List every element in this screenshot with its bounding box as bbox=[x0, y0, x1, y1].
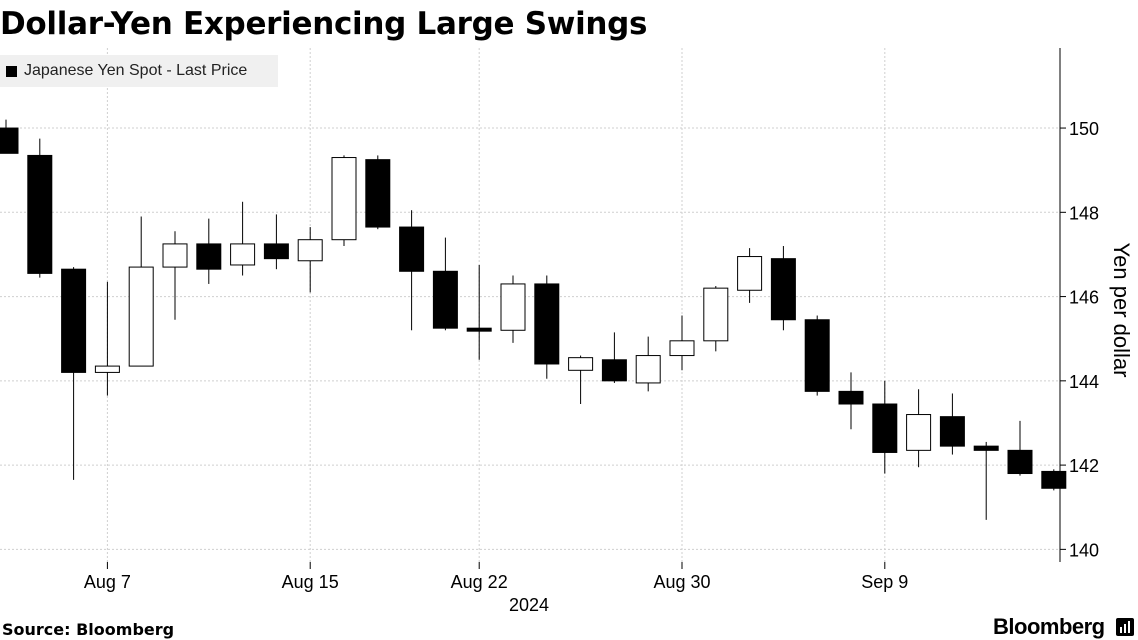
candle-body-10 bbox=[331, 157, 357, 241]
x-axis-ticks: Aug 7 Aug 15 Aug 22 Aug 30 Sep 9 bbox=[84, 562, 908, 592]
candle-body-18 bbox=[601, 359, 627, 382]
y-axis-ticks: 140 142 144 146 148 150 bbox=[1060, 119, 1099, 560]
legend: Japanese Yen Spot - Last Price bbox=[0, 55, 278, 87]
legend-swatch bbox=[6, 65, 17, 77]
candle-10 bbox=[331, 155, 357, 247]
legend-label: Japanese Yen Spot - Last Price bbox=[24, 62, 248, 79]
x-tick-label-aug-30: Aug 30 bbox=[653, 572, 710, 592]
candle-7 bbox=[230, 201, 256, 276]
candle-body-19 bbox=[635, 355, 661, 384]
candle-body-0 bbox=[0, 127, 19, 154]
candle-body-30 bbox=[1007, 449, 1033, 475]
candle-body-3 bbox=[94, 365, 120, 373]
candle-body-2 bbox=[61, 268, 87, 373]
candle-11 bbox=[365, 155, 391, 230]
x-tick-label-aug-7: Aug 7 bbox=[84, 572, 131, 592]
candle-15 bbox=[500, 275, 526, 343]
candle-body-26 bbox=[872, 403, 898, 453]
candle-body-24 bbox=[804, 319, 830, 392]
candle-31 bbox=[1041, 469, 1067, 491]
candle-24 bbox=[804, 315, 830, 396]
source-note: Source: Bloomberg bbox=[2, 620, 175, 639]
x-axis-year-label: 2024 bbox=[509, 595, 549, 615]
candle-25 bbox=[838, 372, 864, 430]
candle-body-9 bbox=[297, 239, 323, 262]
candle-22 bbox=[737, 248, 763, 303]
brand-logo: Bloomberg bbox=[993, 614, 1105, 639]
bloomberg-bars-icon bbox=[1116, 618, 1134, 636]
candle-27 bbox=[906, 389, 932, 468]
candle-0 bbox=[0, 119, 19, 154]
y-tick-label-140: 140 bbox=[1069, 540, 1099, 560]
candle-body-11 bbox=[365, 159, 391, 228]
candle-17 bbox=[568, 355, 594, 405]
candle-body-20 bbox=[669, 340, 695, 357]
candle-6 bbox=[196, 218, 222, 284]
candle-body-8 bbox=[263, 243, 289, 260]
candle-body-14 bbox=[466, 327, 492, 332]
candle-4 bbox=[128, 216, 154, 367]
candle-body-22 bbox=[737, 256, 763, 291]
candle-18 bbox=[601, 332, 627, 383]
candle-body-16 bbox=[534, 283, 560, 365]
candle-body-5 bbox=[162, 243, 188, 268]
candle-body-31 bbox=[1041, 470, 1067, 489]
candle-body-25 bbox=[838, 390, 864, 405]
candle-body-6 bbox=[196, 243, 222, 270]
candle-body-15 bbox=[500, 283, 526, 331]
candle-body-4 bbox=[128, 266, 154, 367]
candles bbox=[0, 119, 1067, 520]
candle-28 bbox=[939, 393, 965, 455]
candle-2 bbox=[61, 267, 87, 480]
candle-21 bbox=[703, 286, 729, 352]
candle-29 bbox=[973, 441, 999, 520]
candle-body-7 bbox=[230, 243, 256, 266]
y-tick-label-144: 144 bbox=[1069, 372, 1099, 392]
candle-23 bbox=[770, 246, 796, 331]
candle-body-12 bbox=[399, 226, 425, 272]
candle-13 bbox=[432, 237, 458, 331]
candle-26 bbox=[872, 380, 898, 474]
candle-5 bbox=[162, 231, 188, 320]
x-tick-label-sep-9: Sep 9 bbox=[861, 572, 908, 592]
candle-body-23 bbox=[770, 258, 796, 321]
y-tick-label-146: 146 bbox=[1069, 288, 1099, 308]
candle-16 bbox=[534, 275, 560, 379]
candle-body-28 bbox=[939, 416, 965, 447]
candle-body-21 bbox=[703, 287, 729, 342]
candle-3 bbox=[94, 281, 120, 396]
gridlines bbox=[0, 48, 1060, 562]
candle-8 bbox=[263, 214, 289, 270]
y-tick-label-142: 142 bbox=[1069, 456, 1099, 476]
candle-9 bbox=[297, 227, 323, 293]
candle-body-1 bbox=[27, 154, 53, 274]
x-tick-label-aug-22: Aug 22 bbox=[451, 572, 508, 592]
chart-title: Dollar-Yen Experiencing Large Swings bbox=[0, 6, 648, 42]
candle-20 bbox=[669, 315, 695, 371]
y-tick-label-150: 150 bbox=[1069, 119, 1099, 139]
y-tick-label-148: 148 bbox=[1069, 203, 1099, 223]
y-axis-label: Yen per dollar bbox=[1109, 243, 1134, 378]
candle-body-29 bbox=[973, 445, 999, 451]
candle-14 bbox=[466, 264, 492, 360]
x-tick-label-aug-15: Aug 15 bbox=[282, 572, 339, 592]
candle-30 bbox=[1007, 420, 1033, 476]
candle-body-13 bbox=[432, 270, 458, 329]
candle-body-27 bbox=[906, 414, 932, 451]
candle-19 bbox=[635, 336, 661, 392]
candle-12 bbox=[399, 210, 425, 331]
candle-1 bbox=[27, 138, 53, 278]
candle-body-17 bbox=[568, 357, 594, 371]
